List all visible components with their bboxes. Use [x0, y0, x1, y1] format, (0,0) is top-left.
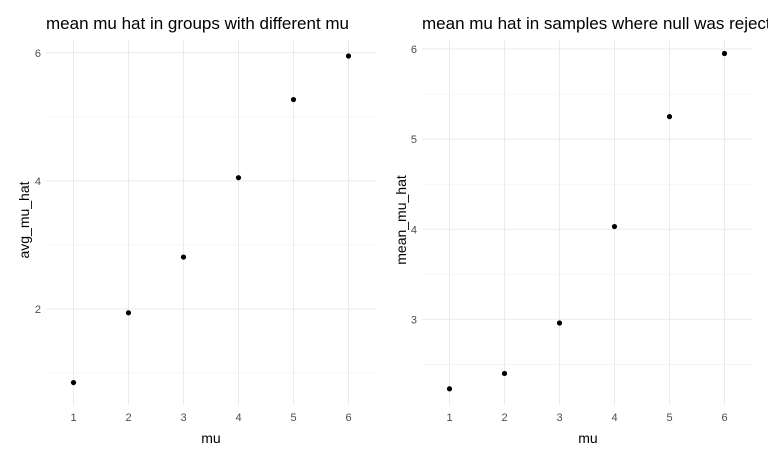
right-plot-data-point	[666, 114, 673, 120]
left-plot-gridlines	[46, 40, 376, 405]
right-plot-y-tick-label: 5	[411, 134, 417, 146]
right-plot-panel: mean mu hat in samples where null was re…	[393, 14, 768, 446]
left-plot-title: mean mu hat in groups with different mu	[46, 14, 349, 33]
left-plot-data-point	[70, 379, 77, 386]
left-plot-data-point	[290, 96, 297, 103]
left-plot-x-tick-label: 5	[290, 412, 296, 424]
right-plot-y-tick-label: 6	[411, 44, 417, 56]
right-plot-x-tick-label: 1	[446, 412, 452, 424]
left-plot-data-point	[180, 254, 187, 260]
right-plot-x-axis-label: mu	[578, 430, 597, 446]
right-plot-y-tick-label: 3	[411, 314, 417, 326]
right-plot-data-point	[556, 320, 563, 326]
right-plot-y-tick-label: 4	[411, 224, 417, 236]
left-plot-y-axis-label: avg_mu_hat	[16, 181, 32, 258]
right-plot-gridlines	[422, 40, 752, 405]
right-plot-data-point	[446, 386, 453, 392]
left-plot-y-tick-label: 6	[35, 48, 41, 60]
left-plot-x-axis-label: mu	[201, 430, 220, 446]
left-plot-data-point	[235, 175, 242, 181]
left-plot-panel: mean mu hat in groups with different mu …	[16, 14, 376, 446]
left-plot-x-tick-label: 3	[180, 412, 186, 424]
right-plot-data-point	[721, 50, 728, 57]
right-plot-x-tick-label: 4	[611, 412, 617, 424]
left-plot-x-tick-label: 2	[125, 412, 131, 424]
right-plot-data-point	[611, 223, 618, 230]
left-plot-x-tick-label: 6	[345, 412, 351, 424]
left-plot-data-point	[345, 53, 352, 59]
right-plot-data-point	[501, 370, 508, 377]
right-plot-x-tick-label: 3	[556, 412, 562, 424]
left-plot-data-point	[125, 310, 132, 316]
right-plot-x-tick-label: 5	[666, 412, 672, 424]
right-plot-x-tick-label: 2	[501, 412, 507, 424]
left-plot-y-tick-label: 2	[35, 304, 41, 316]
left-plot-x-tick-label: 1	[70, 412, 76, 424]
right-plot-title: mean mu hat in samples where null was re…	[422, 14, 768, 33]
right-plot-x-tick-label: 6	[721, 412, 727, 424]
left-plot-y-tick-label: 4	[35, 176, 41, 188]
left-plot-x-tick-label: 4	[235, 412, 241, 424]
right-plot-y-axis-label: mean_mu_hat	[393, 175, 409, 265]
